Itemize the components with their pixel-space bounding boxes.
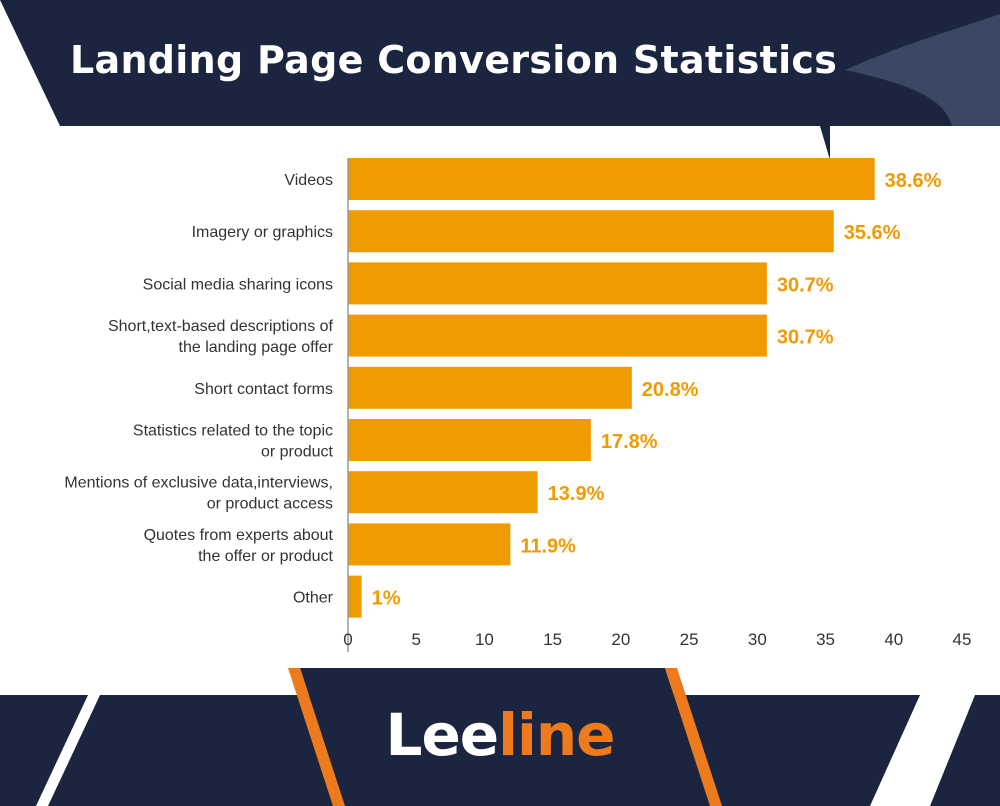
category-label: the offer or product [198, 548, 333, 565]
x-tick-label: 20 [611, 630, 630, 649]
x-tick-label: 10 [475, 630, 494, 649]
x-tick-label: 25 [680, 630, 699, 649]
bar-chart: 38.6% Videos 35.6% Imagery or graphics 30.7%… [64, 158, 972, 652]
bar [348, 314, 767, 357]
bar-value-label: 13.9% [548, 483, 605, 505]
header-accent-shape [845, 14, 1000, 126]
bar [348, 158, 875, 200]
category-label: Short,text-based descriptions of [108, 318, 334, 335]
category-label: Other [293, 590, 334, 607]
category-label: Quotes from experts about [144, 527, 334, 544]
bar-value-label: 1% [372, 588, 401, 610]
page-title: Landing Page Conversion Statistics [70, 38, 838, 82]
category-label: Videos [284, 172, 333, 189]
bar [348, 419, 591, 461]
bar-value-label: 11.9% [520, 535, 576, 557]
category-label: or product [261, 444, 334, 461]
category-label: Mentions of exclusive data,interviews, [64, 475, 333, 492]
category-label: Statistics related to the topic [133, 423, 333, 440]
bar-value-label: 30.7% [777, 327, 834, 349]
bar [348, 575, 362, 618]
bar-value-label: 20.8% [642, 379, 699, 401]
brand-logo-part1: Lee [385, 701, 499, 769]
header-banner [0, 0, 1000, 160]
category-label: the landing page offer [179, 339, 334, 356]
bar [348, 471, 538, 514]
category-label: Imagery or graphics [192, 224, 333, 241]
x-tick-label: 45 [953, 630, 972, 649]
bar [348, 523, 511, 566]
bar-value-label: 35.6% [844, 222, 901, 244]
bar-value-label: 38.6% [885, 170, 942, 192]
bar-value-label: 30.7% [777, 274, 834, 296]
x-tick-label: 5 [411, 630, 420, 649]
brand-logo: Leeline [0, 700, 1000, 770]
x-tick-label: 15 [543, 630, 562, 649]
x-tick-label: 35 [816, 630, 835, 649]
x-tick-label: 30 [748, 630, 767, 649]
category-label: Social media sharing icons [143, 276, 333, 293]
brand-logo-part2: line [498, 701, 615, 769]
category-label: or product access [207, 496, 333, 513]
bar [348, 262, 767, 305]
x-tick-label: 0 [343, 630, 352, 649]
bar [348, 210, 834, 253]
bar [348, 366, 632, 409]
x-tick-label: 40 [884, 630, 903, 649]
header-background [0, 0, 1000, 160]
bar-value-label: 17.8% [601, 431, 658, 453]
category-label: Short contact forms [194, 381, 333, 398]
